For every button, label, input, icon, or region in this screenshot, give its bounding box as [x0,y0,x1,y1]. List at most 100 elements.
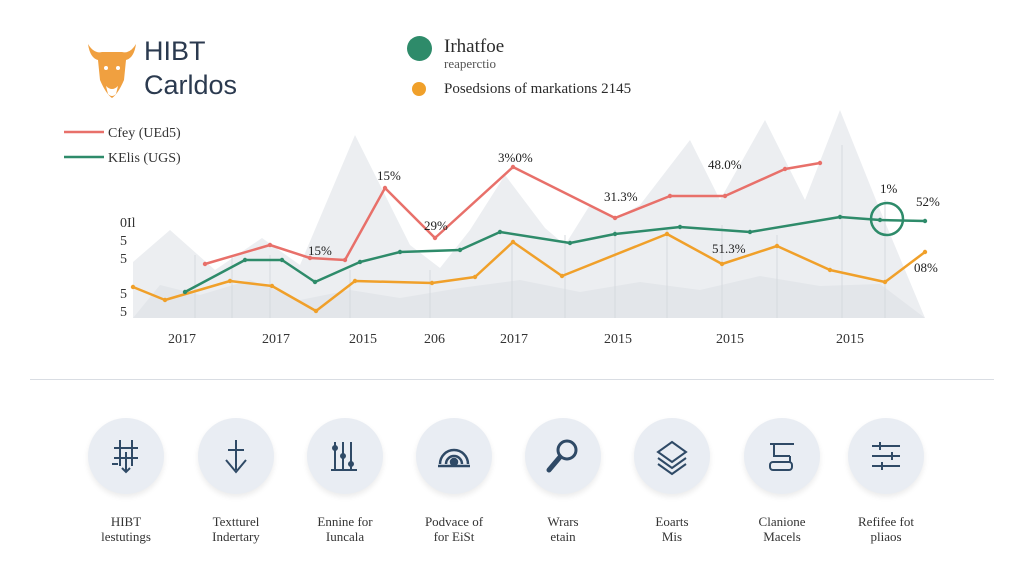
series-1-point-6 [457,247,463,253]
series-2-point-1 [162,297,168,303]
magnifier-icon [546,439,578,473]
x-tick: 2015 [716,332,744,347]
series-0-point-5 [432,235,438,241]
layered-diamond-icon [656,440,688,476]
series-2-point-5 [352,278,358,284]
series-1-point-10 [677,224,683,230]
series-0-point-8 [667,193,673,199]
feature-item-5[interactable]: Wrars etain [508,418,618,544]
series-1-point-2 [279,257,285,263]
feature-label: for EiSt [433,529,475,544]
series-1-point-8 [567,240,573,246]
series-2-point-11 [719,261,725,267]
data-label: 15% [377,168,401,183]
anchor-arrow-icon [225,440,247,474]
feature-label: Macels [763,529,801,544]
bull-logo-icon [88,44,136,98]
legend-dot-orange [412,82,426,96]
data-label: 08% [914,260,938,275]
data-label: 3%0% [498,150,533,165]
crossed-arrows-icon [112,440,138,474]
data-label: 51.3% [712,241,746,256]
series-1-point-9 [612,231,618,237]
feature-item-4[interactable]: Podvace of for EiSt [399,418,509,544]
feature-label: pliaos [870,529,902,544]
legend-label-red: Cfey (UEd5) [108,126,181,141]
data-label: 15% [308,243,332,258]
series-1-point-3 [312,279,318,285]
x-tick: 2017 [500,332,528,347]
series-2-point-10 [664,231,670,237]
series-2-point-9 [559,273,565,279]
series-layer [130,160,928,314]
feature-label: Iuncala [325,529,365,544]
series-2-point-2 [227,278,233,284]
feature-item-8[interactable]: Refifee fot pliaos [831,418,941,544]
y-tick: 5 [120,305,127,320]
series-1-point-13 [877,217,883,223]
data-label: 1% [880,181,898,196]
feature-label: Wrars [547,514,579,529]
feature-item-6[interactable]: Eoarts Mis [617,418,727,544]
series-2-point-14 [882,279,888,285]
line-chart: Cfey (UEd5) KElis (UGS) 0Il 5 5 5 5 2017… [64,110,940,347]
series-0-point-7 [612,215,618,221]
data-label: 29% [424,218,448,233]
flow-chart-icon [769,443,794,471]
feature-label: HIBT [110,514,142,529]
brand-subtitle: Carldos [144,70,238,100]
feature-item-3[interactable]: Ennine for Iuncala [290,418,400,544]
series-1-point-1 [242,257,248,263]
series-2-point-7 [472,274,478,280]
data-label: 52% [916,194,940,209]
series-1-point-7 [497,229,503,235]
highlight-ring [869,201,905,237]
series-1-point-5 [397,249,403,255]
series-2-point-0 [130,284,136,290]
x-tick: 2015 [836,332,864,347]
x-tick: 2017 [262,332,290,347]
series-2-point-4 [313,308,319,314]
series-0-point-4 [382,185,388,191]
feature-item-2[interactable]: Textturel Indertary [181,418,291,544]
series-line-2 [132,232,926,313]
feature-label: Indertary [212,529,260,544]
series-0-point-2 [307,255,313,261]
brand-name: HIBT [144,36,206,66]
series-0-point-10 [782,166,788,172]
legend-label-green-sub: reaperctio [444,56,496,71]
legend-label-orange: Posedsions of markations 2145 [444,81,632,97]
feature-item-1[interactable]: HIBT lestutings [71,418,181,544]
series-2-point-12 [774,243,780,249]
y-tick: 0Il [120,216,136,231]
series-0-point-9 [722,193,728,199]
series-0-point-11 [817,160,823,166]
series-2-point-6 [429,280,435,286]
feature-label: Refifee fot [858,514,914,529]
series-1-point-12 [837,214,843,220]
x-tick: 206 [424,332,445,347]
data-label: 31.3% [604,189,638,204]
series-1-point-11 [747,229,753,235]
feature-label: etain [550,529,576,544]
series-1-point-14 [922,218,928,224]
sliders-icon [872,442,900,470]
section-divider [30,379,994,380]
series-2-point-15 [922,249,928,255]
series-2-point-3 [269,283,275,289]
feature-label: Ennine for [317,514,373,529]
spiral-gauge-icon [438,448,470,468]
series-1-point-4 [357,259,363,265]
series-0-point-3 [342,257,348,263]
feature-label: lestutings [101,529,151,544]
background-mountains [133,110,925,318]
series-1-point-0 [182,289,188,295]
guide-lines [194,145,886,318]
data-label: 48.0% [708,157,742,172]
feature-label: Textturel [212,514,260,529]
feature-label: Clanione [758,514,806,529]
y-tick: 5 [120,252,127,267]
x-tick: 2017 [168,332,196,347]
dotted-columns-icon [331,442,357,471]
feature-item-7[interactable]: Clanione Macels [727,418,837,544]
